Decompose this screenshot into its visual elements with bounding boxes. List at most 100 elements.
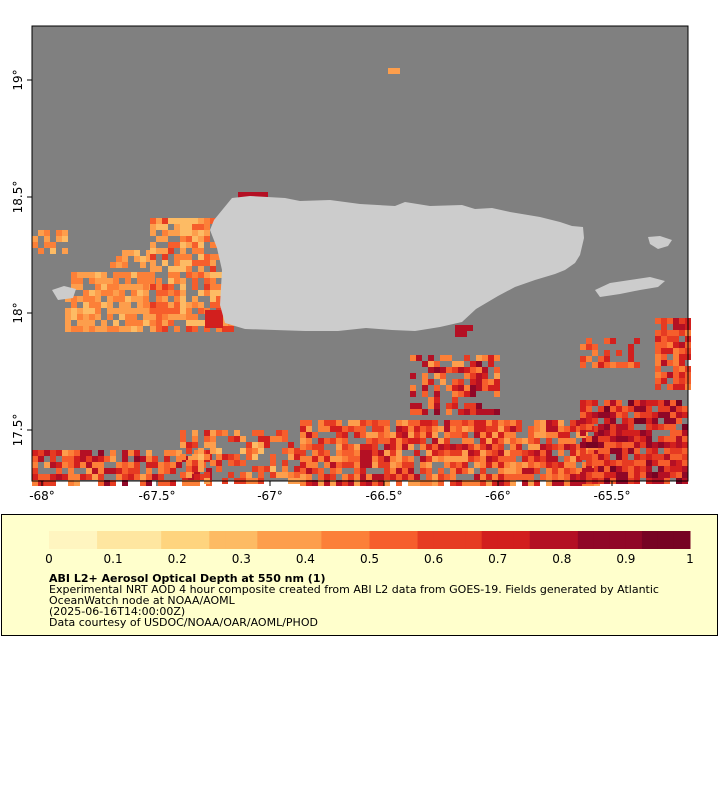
aod-cell (414, 432, 420, 438)
aod-cell (198, 230, 204, 236)
aod-cell (324, 438, 330, 444)
aod-cell (570, 462, 576, 468)
aod-cell (318, 420, 324, 426)
aod-cell (494, 355, 500, 361)
colorbar-swatch (305, 531, 322, 549)
aod-cell (198, 236, 204, 242)
aod-cell (661, 336, 667, 342)
aod-cell (137, 290, 143, 296)
aod-cell (528, 474, 534, 480)
aod-cell (640, 472, 646, 478)
aod-cell (32, 236, 38, 242)
aod-cell (205, 322, 211, 328)
aod-cell (156, 296, 162, 302)
aod-cell (107, 314, 113, 320)
aod-cell (444, 438, 450, 444)
aod-cell (80, 450, 86, 456)
aod-cell (468, 450, 474, 456)
aod-cell (312, 468, 318, 474)
aod-cell (156, 278, 162, 284)
aod-cell (634, 412, 640, 418)
aod-cell (652, 448, 658, 454)
aod-cell (122, 250, 128, 256)
aod-cell (101, 272, 107, 278)
aod-cell (228, 460, 234, 466)
aod-cell (450, 444, 456, 450)
aod-cell (156, 314, 162, 320)
aod-cell (50, 456, 56, 462)
aod-cell (217, 322, 223, 328)
aod-cell (564, 432, 570, 438)
aod-cell (150, 266, 156, 272)
aod-cell (476, 379, 482, 385)
aod-cell (586, 436, 592, 442)
aod-cell (354, 462, 360, 468)
aod-cell (438, 474, 444, 480)
colorbar-tick-label: 0 (45, 552, 53, 566)
aod-cell (372, 444, 378, 450)
aod-cell (110, 468, 116, 474)
colorbar-tick-label: 0.9 (616, 552, 635, 566)
aod-cell (658, 412, 664, 418)
aod-cell (634, 362, 640, 368)
aod-cell (384, 426, 390, 432)
aod-cell (186, 472, 192, 478)
aod-cell (434, 409, 440, 415)
aod-cell (610, 406, 616, 412)
aod-cell (390, 444, 396, 450)
aod-cell (616, 448, 622, 454)
aod-cell (186, 442, 192, 448)
aod-cell (432, 456, 438, 462)
aod-cell (180, 314, 186, 320)
aod-cell (192, 436, 198, 442)
aod-cell (510, 432, 516, 438)
aod-cell (504, 462, 510, 468)
aod-cell (360, 450, 366, 456)
aod-cell (422, 379, 428, 385)
colorbar-swatch (497, 531, 515, 549)
aod-cell (390, 468, 396, 474)
aod-cell (56, 450, 62, 456)
colorbar-swatch (561, 531, 579, 549)
colorbar-swatch (129, 531, 146, 549)
aod-cell (408, 420, 414, 426)
aod-cell (150, 230, 156, 236)
aod-cell (476, 367, 482, 373)
aod-cell (122, 262, 128, 268)
aod-cell (628, 400, 634, 406)
aod-cell (348, 426, 354, 432)
aod-cell (186, 254, 192, 260)
aod-cell (604, 412, 610, 418)
aod-cell (134, 450, 140, 456)
aod-cell (580, 448, 586, 454)
aod-cell (372, 420, 378, 426)
aod-cell (492, 438, 498, 444)
aod-cell (458, 391, 464, 397)
aod-cell (664, 460, 670, 466)
aod-cell (216, 290, 222, 296)
aod-cell (116, 474, 122, 480)
aod-cell (168, 218, 174, 224)
aod-cell (408, 438, 414, 444)
aod-cell (402, 474, 408, 480)
aod-cell (664, 424, 670, 430)
aod-cell (180, 290, 186, 296)
aod-cell (306, 438, 312, 444)
aod-cell (101, 278, 107, 284)
aod-cell (125, 320, 131, 326)
aod-cell (528, 426, 534, 432)
aod-cell (324, 426, 330, 432)
aod-cell (580, 424, 586, 430)
aod-cell (119, 296, 125, 302)
aod-cell (604, 472, 610, 478)
aod-cell (258, 442, 264, 448)
aod-cell (586, 472, 592, 478)
aod-cell (679, 330, 685, 336)
aod-cell (470, 379, 476, 385)
aod-cell (604, 338, 610, 344)
aod-cell (667, 330, 673, 336)
aod-cell (318, 450, 324, 456)
aod-cell (128, 450, 134, 456)
lat-tick-label: 18.5° (11, 181, 25, 214)
aod-cell (198, 466, 204, 472)
